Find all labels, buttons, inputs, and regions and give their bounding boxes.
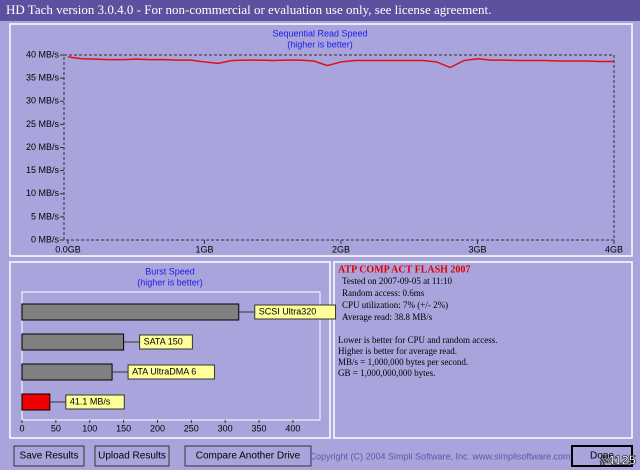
- y-tick-label: 15 MB/s: [26, 165, 60, 175]
- x-tick-label: 100: [82, 423, 97, 433]
- bar-label: ATA UltraDMA 6: [132, 366, 196, 376]
- button-label[interactable]: Done: [590, 451, 614, 462]
- x-tick-label: 3GB: [468, 244, 486, 254]
- button-row: Save Results Upload Results Compare Anot…: [13, 445, 633, 467]
- x-tick-label: 0.0GB: [55, 244, 81, 254]
- x-tick-label: 4GB: [605, 244, 623, 254]
- info-line: Random access: 0.6ms: [342, 288, 425, 298]
- y-tick-label: 10 MB/s: [26, 188, 60, 198]
- chart-subtitle: (higher is better): [137, 277, 203, 287]
- bar: [21, 393, 51, 411]
- x-tick-label: 50: [51, 423, 61, 433]
- bar-label: 41.1 MB/s: [70, 396, 111, 406]
- bar-label: SATA 150: [144, 336, 183, 346]
- copyright: Copyright (C) 2004 Simpli Software, Inc.…: [309, 451, 570, 461]
- plot-area: [63, 54, 615, 241]
- x-tick-label: 250: [184, 423, 199, 433]
- chart-title: Sequential Read Speed: [272, 28, 367, 38]
- window-title: HD Tach version 3.0.4.0 - For non-commer…: [6, 2, 491, 17]
- y-tick-label: 35 MB/s: [26, 73, 60, 83]
- x-tick-label: 1GB: [195, 244, 213, 254]
- button-label[interactable]: Compare Another Drive: [196, 451, 301, 462]
- button[interactable]: [571, 445, 633, 467]
- y-tick-label: 30 MB/s: [26, 96, 60, 106]
- x-tick-label: 150: [116, 423, 131, 433]
- button[interactable]: [94, 445, 170, 467]
- info-note: Lower is better for CPU and random acces…: [338, 335, 497, 345]
- info-line: CPU utilization: 7% (+/- 2%): [342, 300, 448, 310]
- info-note: MB/s = 1,000,000 bytes per second.: [338, 357, 468, 367]
- x-tick-label: 2GB: [332, 244, 350, 254]
- read-line: [67, 56, 614, 69]
- button[interactable]: [184, 445, 312, 467]
- title-bar: [0, 0, 640, 21]
- bar: [21, 363, 113, 381]
- info-line: Tested on 2007-09-05 at 11:10: [342, 276, 453, 286]
- info-note: GB = 1,000,000,000 bytes.: [338, 368, 435, 378]
- x-tick-label: 0: [19, 423, 24, 433]
- info-note: Higher is better for average read.: [338, 346, 457, 356]
- watermark: #4125: [600, 452, 636, 467]
- bar: [21, 303, 240, 321]
- drive-name: ATP COMP ACT FLASH 2007: [338, 264, 470, 275]
- x-tick-label: 200: [150, 423, 165, 433]
- bar-label: SCSI Ultra320: [259, 306, 317, 316]
- x-tick-label: 400: [285, 423, 300, 433]
- button[interactable]: [13, 445, 85, 467]
- x-tick-label: 350: [252, 423, 267, 433]
- chart-subtitle: (higher is better): [287, 39, 353, 49]
- y-tick-label: 0 MB/s: [31, 234, 60, 244]
- button-label[interactable]: Upload Results: [98, 451, 166, 462]
- bar: [21, 333, 125, 351]
- x-tick-label: 300: [218, 423, 233, 433]
- y-tick-label: 25 MB/s: [26, 119, 60, 129]
- info-line: Average read: 38.8 MB/s: [342, 312, 433, 322]
- button-label[interactable]: Save Results: [20, 451, 79, 462]
- y-tick-label: 40 MB/s: [26, 49, 60, 59]
- info-panel: [333, 261, 633, 439]
- chart-title: Burst Speed: [145, 266, 195, 276]
- y-tick-label: 20 MB/s: [26, 142, 60, 152]
- y-tick-label: 5 MB/s: [31, 211, 60, 221]
